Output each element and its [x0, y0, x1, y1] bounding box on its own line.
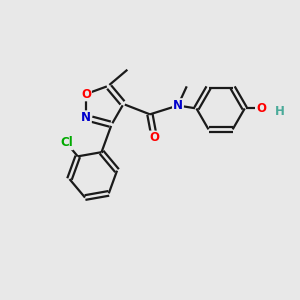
- Text: Cl: Cl: [60, 136, 73, 149]
- Text: N: N: [173, 99, 183, 112]
- Text: H: H: [275, 106, 285, 118]
- Text: N: N: [81, 111, 91, 124]
- Text: O: O: [149, 131, 159, 144]
- Text: O: O: [81, 88, 91, 100]
- Text: O: O: [256, 102, 266, 115]
